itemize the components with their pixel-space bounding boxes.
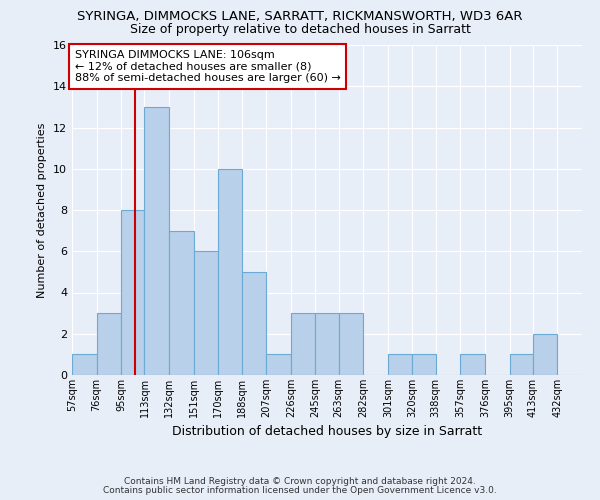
Bar — [388, 354, 412, 375]
Text: SYRINGA DIMMOCKS LANE: 106sqm
← 12% of detached houses are smaller (8)
88% of se: SYRINGA DIMMOCKS LANE: 106sqm ← 12% of d… — [74, 50, 340, 83]
Bar — [412, 354, 436, 375]
Bar — [316, 313, 338, 375]
Bar — [291, 313, 316, 375]
Bar — [72, 354, 97, 375]
Bar — [218, 169, 242, 375]
Text: Contains HM Land Registry data © Crown copyright and database right 2024.: Contains HM Land Registry data © Crown c… — [124, 477, 476, 486]
Bar — [121, 210, 145, 375]
Bar — [97, 313, 121, 375]
Text: SYRINGA, DIMMOCKS LANE, SARRATT, RICKMANSWORTH, WD3 6AR: SYRINGA, DIMMOCKS LANE, SARRATT, RICKMAN… — [77, 10, 523, 23]
Text: Size of property relative to detached houses in Sarratt: Size of property relative to detached ho… — [130, 22, 470, 36]
Text: Contains public sector information licensed under the Open Government Licence v3: Contains public sector information licen… — [103, 486, 497, 495]
X-axis label: Distribution of detached houses by size in Sarratt: Distribution of detached houses by size … — [172, 426, 482, 438]
Bar — [533, 334, 557, 375]
Bar — [145, 107, 169, 375]
Y-axis label: Number of detached properties: Number of detached properties — [37, 122, 47, 298]
Bar — [242, 272, 266, 375]
Bar — [194, 251, 218, 375]
Bar — [460, 354, 485, 375]
Bar — [169, 230, 194, 375]
Bar — [266, 354, 291, 375]
Bar — [509, 354, 533, 375]
Bar — [338, 313, 363, 375]
